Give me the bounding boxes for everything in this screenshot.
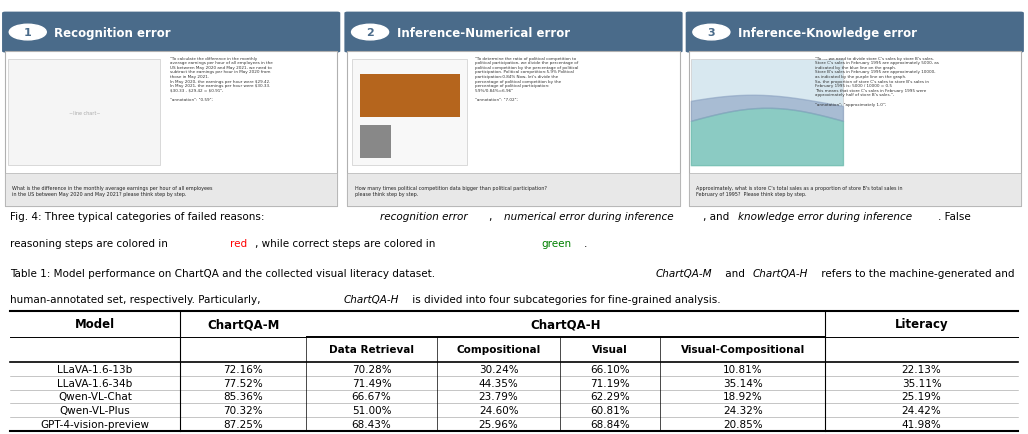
Text: "To calculate the difference in the monthly
average earnings per hour of all emp: "To calculate the difference in the mont… bbox=[170, 56, 272, 102]
Text: Visual: Visual bbox=[592, 345, 628, 355]
Text: Data Retrieval: Data Retrieval bbox=[329, 345, 414, 355]
Bar bbox=[352, 59, 467, 166]
Text: 51.00%: 51.00% bbox=[352, 405, 392, 415]
Text: 18.92%: 18.92% bbox=[723, 391, 763, 401]
Text: 66.67%: 66.67% bbox=[352, 391, 392, 401]
Text: 10.81%: 10.81% bbox=[723, 364, 763, 374]
Text: 68.43%: 68.43% bbox=[352, 419, 392, 429]
Text: Approximately, what is store C's total sales as a proportion of store B's total : Approximately, what is store C's total s… bbox=[696, 186, 903, 196]
Text: LLaVA-1.6-13b: LLaVA-1.6-13b bbox=[58, 364, 133, 374]
Bar bbox=[347, 52, 680, 206]
Text: , while correct steps are colored in: , while correct steps are colored in bbox=[255, 238, 439, 248]
Text: numerical error during inference: numerical error during inference bbox=[504, 211, 673, 221]
Text: 3: 3 bbox=[707, 28, 715, 38]
Text: , and: , and bbox=[703, 211, 733, 221]
Bar bbox=[360, 126, 391, 158]
Text: 41.98%: 41.98% bbox=[902, 419, 942, 429]
Text: Table 1: Model performance on ChartQA and the collected visual literacy dataset.: Table 1: Model performance on ChartQA an… bbox=[10, 268, 442, 278]
Text: "To ..., we need to divide store C's sales by store B's sales.
Store C's sales i: "To ..., we need to divide store C's sal… bbox=[815, 56, 940, 106]
Text: 62.29%: 62.29% bbox=[590, 391, 630, 401]
Text: 25.96%: 25.96% bbox=[479, 419, 518, 429]
Circle shape bbox=[9, 25, 46, 41]
Bar bbox=[8, 59, 160, 166]
Text: 71.49%: 71.49% bbox=[352, 378, 392, 388]
Bar bbox=[689, 174, 1021, 206]
Text: 68.84%: 68.84% bbox=[590, 419, 630, 429]
Text: green: green bbox=[542, 238, 572, 248]
Text: 1: 1 bbox=[24, 28, 32, 38]
Text: 20.85%: 20.85% bbox=[723, 419, 763, 429]
Text: ~line chart~: ~line chart~ bbox=[69, 110, 100, 115]
Text: 2: 2 bbox=[366, 28, 374, 38]
Text: .: . bbox=[584, 238, 587, 248]
Text: 87.25%: 87.25% bbox=[223, 419, 263, 429]
Text: Model: Model bbox=[75, 318, 115, 331]
Text: 72.16%: 72.16% bbox=[223, 364, 263, 374]
Text: reasoning steps are colored in: reasoning steps are colored in bbox=[10, 238, 172, 248]
Text: Recognition error: Recognition error bbox=[54, 26, 171, 39]
Bar bbox=[691, 59, 843, 166]
Text: 24.32%: 24.32% bbox=[723, 405, 763, 415]
Text: ChartQA-H: ChartQA-H bbox=[530, 318, 601, 331]
Text: ,: , bbox=[489, 211, 495, 221]
Text: red: red bbox=[230, 238, 248, 248]
Text: ChartQA-M: ChartQA-M bbox=[207, 318, 280, 331]
Text: How many times political competition data bigger than political participation?
p: How many times political competition dat… bbox=[355, 186, 547, 196]
Bar bbox=[360, 75, 460, 118]
Text: 85.36%: 85.36% bbox=[223, 391, 263, 401]
Text: 25.19%: 25.19% bbox=[902, 391, 942, 401]
Text: 77.52%: 77.52% bbox=[223, 378, 263, 388]
Text: recognition error: recognition error bbox=[380, 211, 468, 221]
Text: 24.42%: 24.42% bbox=[902, 405, 942, 415]
Text: "To determine the ratio of political competition to
political participation, we : "To determine the ratio of political com… bbox=[475, 56, 579, 102]
Text: 66.10%: 66.10% bbox=[590, 364, 630, 374]
Text: 24.60%: 24.60% bbox=[479, 405, 518, 415]
Text: . False: . False bbox=[938, 211, 970, 221]
Text: Literacy: Literacy bbox=[894, 318, 949, 331]
Text: Compositional: Compositional bbox=[456, 345, 541, 355]
Text: 30.24%: 30.24% bbox=[479, 364, 518, 374]
Text: Qwen-VL-Chat: Qwen-VL-Chat bbox=[59, 391, 132, 401]
FancyBboxPatch shape bbox=[686, 13, 1024, 53]
Bar bbox=[5, 52, 337, 206]
Text: ChartQA-H: ChartQA-H bbox=[752, 268, 808, 278]
Text: 44.35%: 44.35% bbox=[479, 378, 518, 388]
Text: 35.14%: 35.14% bbox=[723, 378, 763, 388]
Text: Inference-Numerical error: Inference-Numerical error bbox=[397, 26, 570, 39]
Text: Fig. 4: Three typical categories of failed reasons:: Fig. 4: Three typical categories of fail… bbox=[10, 211, 268, 221]
Bar bbox=[5, 174, 337, 206]
Text: 22.13%: 22.13% bbox=[902, 364, 942, 374]
Circle shape bbox=[693, 25, 730, 41]
Text: knowledge error during inference: knowledge error during inference bbox=[738, 211, 912, 221]
Text: Inference-Knowledge error: Inference-Knowledge error bbox=[738, 26, 917, 39]
Text: GPT-4-vision-preview: GPT-4-vision-preview bbox=[40, 419, 150, 429]
Text: LLaVA-1.6-34b: LLaVA-1.6-34b bbox=[58, 378, 133, 388]
Bar bbox=[689, 52, 1021, 206]
Text: What is the difference in the monthly average earnings per hour of all employees: What is the difference in the monthly av… bbox=[12, 186, 213, 196]
Text: Visual-Compositional: Visual-Compositional bbox=[681, 345, 805, 355]
Bar bbox=[347, 174, 680, 206]
Text: 71.19%: 71.19% bbox=[590, 378, 630, 388]
Text: and: and bbox=[722, 268, 747, 278]
Text: ChartQA-H: ChartQA-H bbox=[343, 294, 399, 304]
Circle shape bbox=[352, 25, 389, 41]
Text: human-annotated set, respectively. Particularly,: human-annotated set, respectively. Parti… bbox=[10, 294, 264, 304]
Text: 60.81%: 60.81% bbox=[590, 405, 630, 415]
Text: is divided into four subcategories for fine-grained analysis.: is divided into four subcategories for f… bbox=[409, 294, 721, 304]
Text: Qwen-VL-Plus: Qwen-VL-Plus bbox=[60, 405, 131, 415]
Text: 70.32%: 70.32% bbox=[223, 405, 263, 415]
FancyBboxPatch shape bbox=[344, 13, 683, 53]
Text: 70.28%: 70.28% bbox=[352, 364, 392, 374]
Text: 23.79%: 23.79% bbox=[479, 391, 518, 401]
Text: 35.11%: 35.11% bbox=[902, 378, 942, 388]
Text: ChartQA-M: ChartQA-M bbox=[656, 268, 712, 278]
Text: refers to the machine-generated and: refers to the machine-generated and bbox=[818, 268, 1015, 278]
FancyBboxPatch shape bbox=[2, 13, 340, 53]
